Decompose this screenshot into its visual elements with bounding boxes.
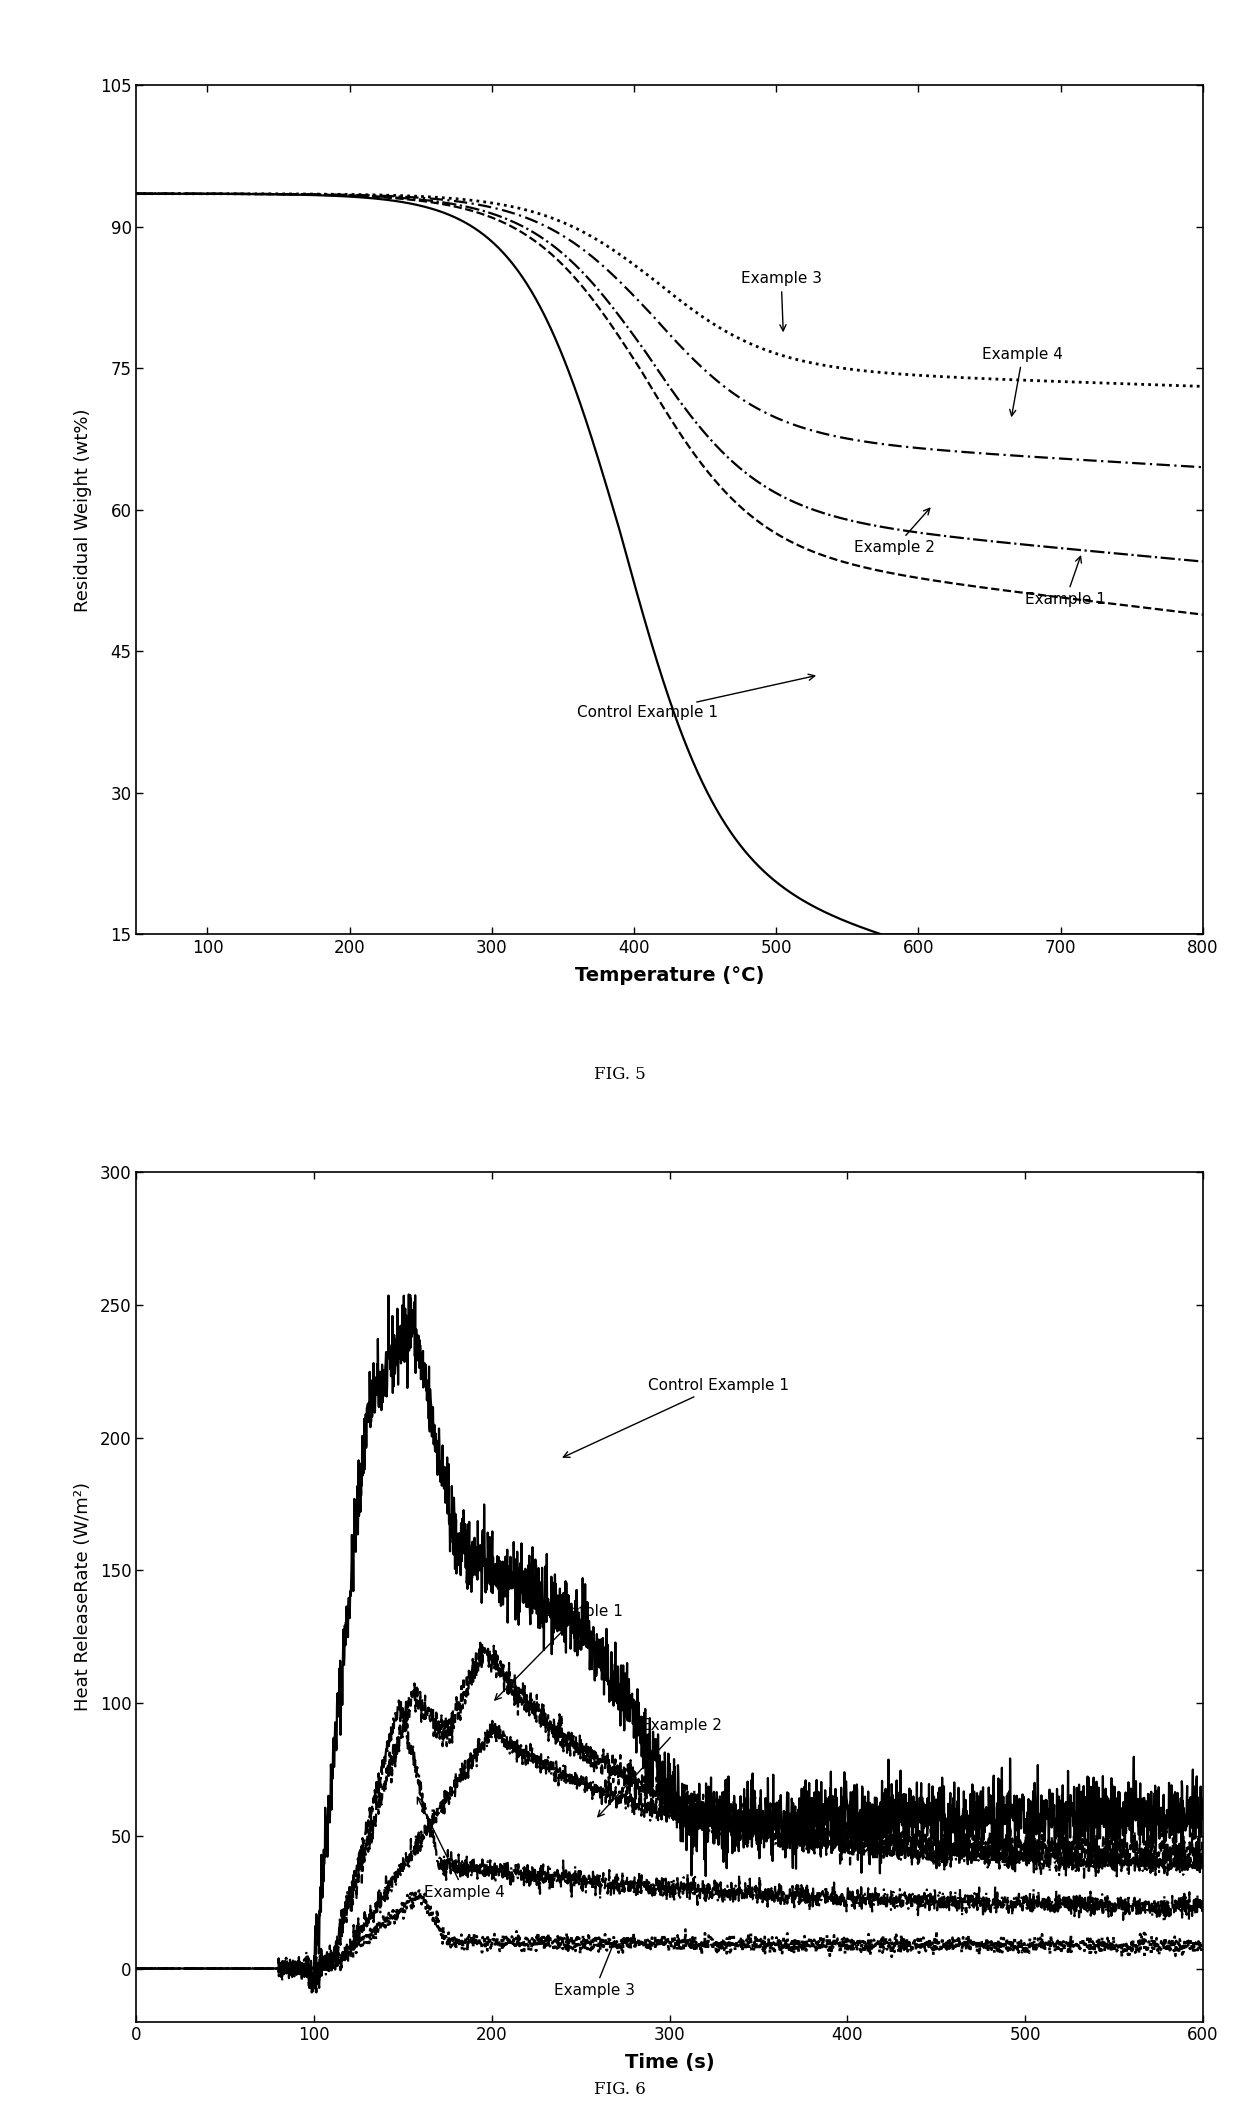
- Text: Example 1: Example 1: [1025, 555, 1106, 606]
- Y-axis label: Heat ReleaseRate (W/m²): Heat ReleaseRate (W/m²): [73, 1483, 92, 1711]
- Text: FIG. 5: FIG. 5: [594, 1066, 646, 1083]
- Text: Control Example 1: Control Example 1: [577, 675, 815, 721]
- Text: Example 1: Example 1: [495, 1605, 622, 1700]
- Text: Example 2: Example 2: [854, 509, 935, 555]
- Text: Example 2: Example 2: [598, 1717, 722, 1817]
- Text: Control Example 1: Control Example 1: [563, 1379, 790, 1458]
- Y-axis label: Residual Weight (wt%): Residual Weight (wt%): [73, 409, 92, 611]
- Text: FIG. 6: FIG. 6: [594, 2081, 646, 2098]
- Text: Example 4: Example 4: [982, 347, 1063, 415]
- X-axis label: Temperature (°C): Temperature (°C): [575, 966, 764, 985]
- Text: Example 3: Example 3: [740, 270, 822, 330]
- X-axis label: Time (s): Time (s): [625, 2054, 714, 2073]
- Text: Example 3: Example 3: [554, 1941, 635, 1998]
- Text: Example 4: Example 4: [418, 1798, 505, 1900]
